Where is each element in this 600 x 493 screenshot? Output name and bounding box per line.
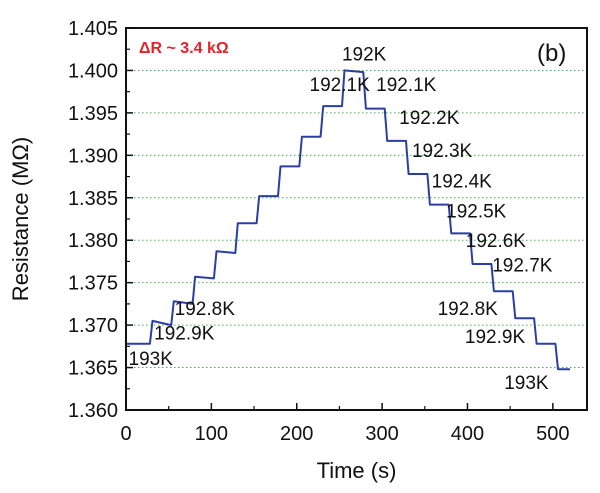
temperature-label: 192.6K: [466, 231, 527, 252]
x-tick-label: 500: [536, 423, 569, 445]
temperature-label: 192.2K: [399, 108, 460, 129]
series-layer: [126, 69, 570, 371]
temperature-label: 192.7K: [492, 256, 553, 277]
temperature-label: 193K: [129, 349, 174, 370]
temperature-label: 192.5K: [446, 201, 507, 222]
y-tick-label: 1.380: [68, 230, 118, 252]
delta-resistance-label: ΔR ~ 3.4 kΩ: [139, 40, 229, 57]
x-tick-labels: 0 100 200 300 400 500: [120, 423, 569, 445]
temperature-label: 193K: [504, 373, 549, 394]
x-tick-label: 300: [365, 423, 398, 445]
tick-marks: [125, 27, 554, 411]
panel-label: (b): [537, 40, 566, 67]
x-tick-label: 200: [280, 423, 313, 445]
x-tick-label: 0: [120, 423, 131, 445]
x-axis-title: Time (s): [317, 458, 397, 483]
temperature-label: 192.1K: [376, 75, 437, 96]
x-tick-label: 400: [451, 423, 484, 445]
temperature-label: 192.4K: [432, 172, 493, 193]
y-tick-label: 1.385: [68, 188, 118, 210]
temperature-label: 192.8K: [175, 299, 236, 320]
temperature-label: 192.1K: [310, 75, 371, 96]
y-tick-label: 1.370: [68, 315, 118, 337]
y-tick-label: 1.375: [68, 273, 118, 295]
resistance-series-line: [126, 69, 570, 371]
y-tick-labels: 1.360 1.365 1.370 1.375 1.380 1.385 1.390 1.395…: [68, 18, 118, 422]
temperature-label: 192.8K: [438, 299, 499, 320]
y-tick-label: 1.360: [68, 400, 118, 422]
y-tick-label: 1.395: [68, 103, 118, 125]
temperature-label: 192K: [342, 44, 387, 65]
temperature-label: 192.9K: [465, 327, 526, 348]
temperature-annotations: 193K 192.9K 192.8K 192.1K 192K 192.1K 192.2K 19…: [129, 44, 553, 394]
y-tick-label: 1.390: [68, 145, 118, 167]
y-tick-label: 1.400: [68, 60, 118, 82]
y-tick-label: 1.365: [68, 358, 118, 380]
temperature-label: 192.3K: [412, 141, 473, 162]
y-axis-title: Resistance (MΩ): [8, 137, 33, 301]
temperature-label: 192.9K: [154, 324, 215, 345]
grid-lines: [126, 69, 587, 369]
y-tick-label: 1.405: [68, 18, 118, 40]
x-tick-label: 100: [195, 423, 228, 445]
